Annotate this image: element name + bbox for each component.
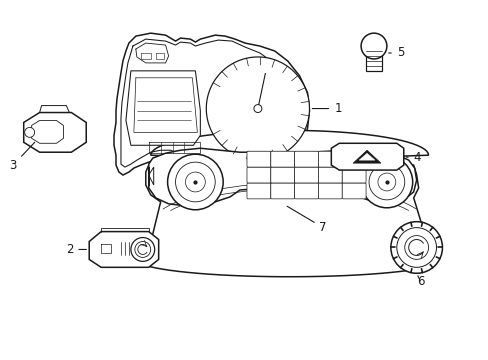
Polygon shape xyxy=(32,121,63,143)
Polygon shape xyxy=(366,46,381,71)
Circle shape xyxy=(135,242,150,257)
Circle shape xyxy=(390,222,442,273)
Circle shape xyxy=(25,127,35,137)
Text: 6: 6 xyxy=(416,275,423,288)
Circle shape xyxy=(167,154,223,210)
Polygon shape xyxy=(206,57,309,160)
Circle shape xyxy=(368,164,404,200)
FancyBboxPatch shape xyxy=(270,183,294,199)
FancyBboxPatch shape xyxy=(270,167,294,183)
FancyBboxPatch shape xyxy=(246,183,270,199)
Circle shape xyxy=(404,235,427,260)
Text: 4: 4 xyxy=(406,151,420,164)
Text: 2: 2 xyxy=(66,243,86,256)
Text: 7: 7 xyxy=(286,206,326,234)
FancyBboxPatch shape xyxy=(318,151,342,167)
Circle shape xyxy=(360,156,412,208)
FancyBboxPatch shape xyxy=(246,167,270,183)
Circle shape xyxy=(185,172,205,192)
Polygon shape xyxy=(126,71,200,145)
Text: 1: 1 xyxy=(312,102,341,115)
Polygon shape xyxy=(145,130,433,277)
Circle shape xyxy=(131,238,154,261)
Circle shape xyxy=(360,33,386,59)
FancyBboxPatch shape xyxy=(342,183,366,199)
FancyBboxPatch shape xyxy=(342,151,366,167)
Polygon shape xyxy=(358,153,374,160)
Polygon shape xyxy=(344,152,364,162)
Polygon shape xyxy=(352,150,380,163)
Polygon shape xyxy=(89,231,158,267)
Polygon shape xyxy=(331,143,403,170)
FancyBboxPatch shape xyxy=(342,167,366,183)
Polygon shape xyxy=(114,33,309,175)
FancyBboxPatch shape xyxy=(270,151,294,167)
FancyBboxPatch shape xyxy=(294,151,318,167)
FancyBboxPatch shape xyxy=(318,183,342,199)
FancyBboxPatch shape xyxy=(246,151,270,167)
FancyBboxPatch shape xyxy=(318,167,342,183)
Text: 3: 3 xyxy=(9,142,35,172)
Circle shape xyxy=(253,105,262,113)
Polygon shape xyxy=(148,167,153,185)
Polygon shape xyxy=(148,148,416,206)
Circle shape xyxy=(175,162,215,202)
Polygon shape xyxy=(24,113,86,152)
Text: 5: 5 xyxy=(388,46,404,59)
Circle shape xyxy=(377,173,395,191)
FancyBboxPatch shape xyxy=(294,183,318,199)
Circle shape xyxy=(396,228,436,267)
FancyBboxPatch shape xyxy=(294,167,318,183)
